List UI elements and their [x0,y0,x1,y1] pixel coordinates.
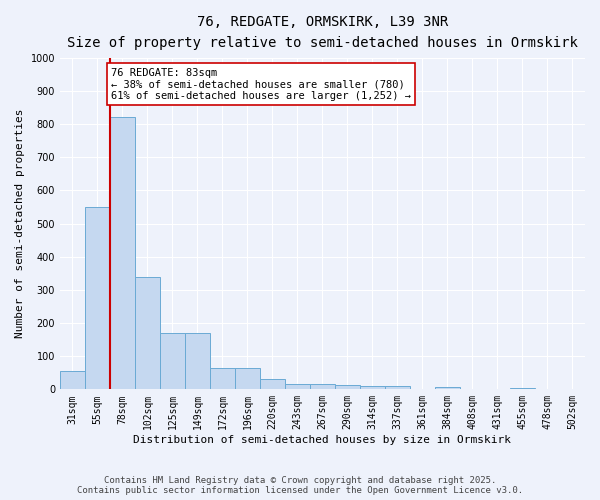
Text: Contains HM Land Registry data © Crown copyright and database right 2025.
Contai: Contains HM Land Registry data © Crown c… [77,476,523,495]
Bar [285,384,310,390]
Bar [235,368,260,390]
Bar [360,386,385,390]
X-axis label: Distribution of semi-detached houses by size in Ormskirk: Distribution of semi-detached houses by … [133,435,511,445]
Bar [85,207,110,390]
Bar [335,386,360,390]
Title: 76, REDGATE, ORMSKIRK, L39 3NR
Size of property relative to semi-detached houses: 76, REDGATE, ORMSKIRK, L39 3NR Size of p… [67,15,578,50]
Bar [510,388,535,390]
Bar [185,333,210,390]
Bar [210,368,235,390]
Y-axis label: Number of semi-detached properties: Number of semi-detached properties [15,109,25,338]
Bar [135,276,160,390]
Bar [60,371,85,390]
Bar [310,384,335,390]
Bar [385,386,410,390]
Text: 76 REDGATE: 83sqm
← 38% of semi-detached houses are smaller (780)
61% of semi-de: 76 REDGATE: 83sqm ← 38% of semi-detached… [111,68,411,101]
Bar [160,333,185,390]
Bar [435,386,460,390]
Bar [110,118,135,390]
Bar [260,380,285,390]
